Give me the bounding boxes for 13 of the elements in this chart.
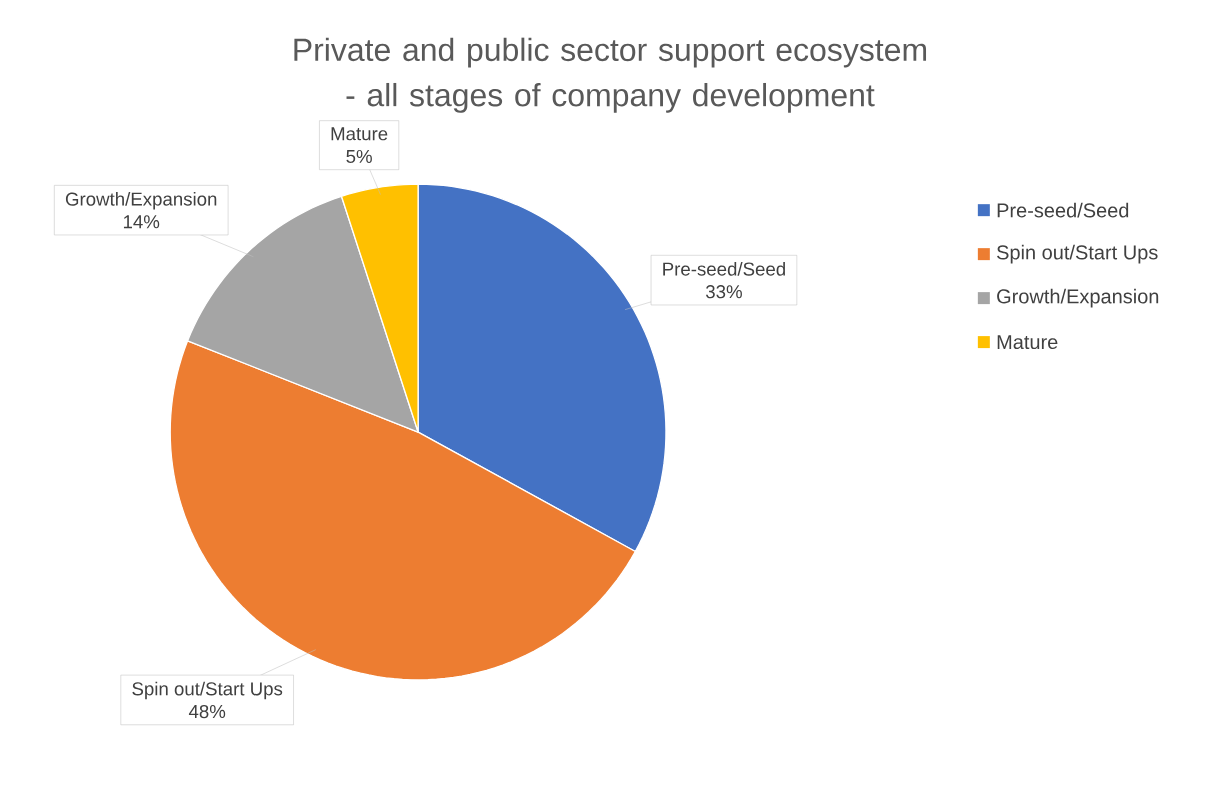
slice-label: Growth/Expansion: [65, 191, 217, 210]
data-label: 33%: [705, 285, 742, 299]
legend-label: Growth/Expansion: [997, 288, 1159, 308]
slice-label: Mature: [331, 127, 388, 141]
chart-title: Private and public sector support ecosystem - all stages of company development: [294, 37, 927, 113]
legend-label: Mature: [997, 335, 1058, 349]
data-label: 48%: [188, 704, 226, 719]
legend-label: Spin out/Start Ups: [997, 244, 1158, 264]
slice-label: Spin out/Start Ups: [132, 681, 283, 700]
data-label: 14%: [123, 215, 160, 229]
slice-label: Pre-seed/Seed: [663, 261, 785, 276]
data-label: 5%: [346, 149, 372, 163]
legend-label: Pre-seed/Seed: [997, 202, 1129, 218]
